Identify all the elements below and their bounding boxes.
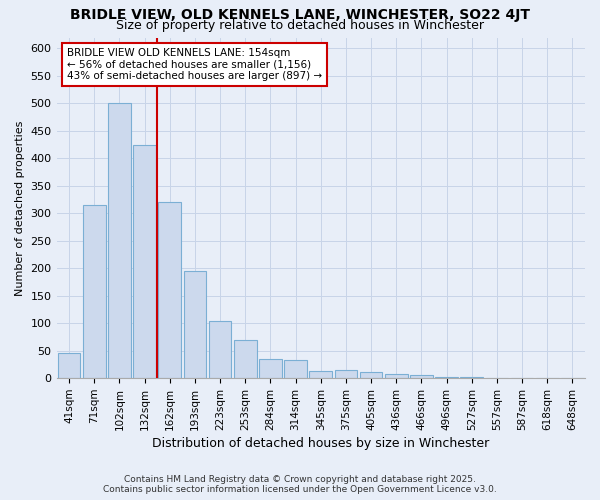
Bar <box>83 205 106 378</box>
Bar <box>184 271 206 378</box>
Bar <box>209 320 232 378</box>
Bar <box>310 370 332 378</box>
Bar <box>410 376 433 378</box>
X-axis label: Distribution of detached houses by size in Winchester: Distribution of detached houses by size … <box>152 437 490 450</box>
Bar <box>284 360 307 378</box>
Text: Size of property relative to detached houses in Winchester: Size of property relative to detached ho… <box>116 18 484 32</box>
Bar <box>385 374 407 378</box>
Text: BRIDLE VIEW OLD KENNELS LANE: 154sqm
← 56% of detached houses are smaller (1,156: BRIDLE VIEW OLD KENNELS LANE: 154sqm ← 5… <box>67 48 322 81</box>
Bar <box>259 359 282 378</box>
Bar <box>234 340 257 378</box>
Text: BRIDLE VIEW, OLD KENNELS LANE, WINCHESTER, SO22 4JT: BRIDLE VIEW, OLD KENNELS LANE, WINCHESTE… <box>70 8 530 22</box>
Bar <box>335 370 357 378</box>
Bar <box>435 377 458 378</box>
Bar <box>133 144 156 378</box>
Bar <box>158 202 181 378</box>
Bar <box>108 104 131 378</box>
Y-axis label: Number of detached properties: Number of detached properties <box>15 120 25 296</box>
Bar <box>360 372 382 378</box>
Bar <box>460 377 483 378</box>
Bar <box>58 353 80 378</box>
Text: Contains HM Land Registry data © Crown copyright and database right 2025.
Contai: Contains HM Land Registry data © Crown c… <box>103 474 497 494</box>
